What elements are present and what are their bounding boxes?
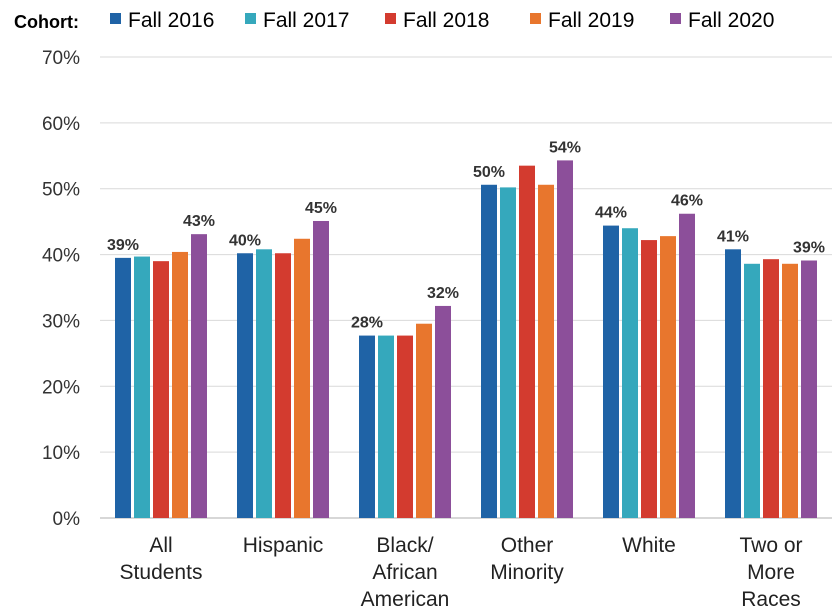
bar (641, 240, 657, 518)
y-tick-label: 60% (42, 114, 80, 135)
y-axis: 0% 10% 20% 30% 40% 50% 60% 70% (42, 48, 80, 530)
bar (603, 225, 619, 518)
bar (763, 259, 779, 518)
y-tick-label: 0% (53, 509, 81, 530)
y-tick-label: 10% (42, 443, 80, 464)
legend-label: Fall 2018 (403, 9, 489, 32)
data-label: 32% (427, 285, 459, 302)
bar (622, 228, 638, 518)
bar (557, 160, 573, 518)
bar (679, 213, 695, 519)
bar (744, 263, 760, 518)
bar (191, 234, 207, 519)
bar (172, 251, 188, 519)
bar (115, 257, 131, 518)
bar (134, 256, 150, 518)
legend-label: Fall 2020 (688, 9, 774, 32)
bar (435, 305, 451, 518)
data-label: 45% (305, 200, 337, 217)
legend-label: Fall 2017 (263, 9, 349, 32)
data-label: 50% (473, 164, 505, 181)
bar (660, 236, 676, 519)
data-label: 41% (717, 228, 749, 245)
bar (397, 335, 413, 518)
data-label: 44% (595, 205, 627, 222)
legend-swatch (670, 13, 681, 24)
legend-label: Fall 2019 (548, 9, 634, 32)
bars (115, 160, 817, 519)
x-tick-label: Other Minority (490, 534, 564, 584)
legend-swatch (245, 13, 256, 24)
bar (416, 323, 432, 518)
data-label: 54% (549, 139, 581, 156)
bar (275, 253, 291, 519)
gridlines (100, 56, 832, 519)
y-tick-label: 40% (42, 246, 80, 267)
y-tick-label: 30% (42, 311, 80, 332)
legend-swatch (385, 13, 396, 24)
bar (782, 263, 798, 518)
bar (500, 187, 516, 518)
data-label: 39% (107, 237, 139, 254)
x-tick-label: White (622, 534, 676, 557)
x-tick-label: Two or More Races (739, 534, 802, 611)
x-tick-label: Black/African American (361, 534, 450, 611)
bar (519, 165, 535, 518)
y-tick-label: 20% (42, 377, 80, 398)
bar (153, 261, 169, 518)
legend-swatch (110, 13, 121, 24)
bar (237, 253, 253, 519)
bar (294, 238, 310, 518)
data-label: 46% (671, 193, 703, 210)
bar (378, 335, 394, 518)
x-tick-label: Hispanic (243, 534, 324, 557)
bar (725, 249, 741, 518)
y-tick-label: 50% (42, 180, 80, 201)
x-tick-label: All Students (120, 534, 203, 584)
y-tick-label: 70% (42, 48, 80, 69)
bar (538, 184, 554, 518)
data-label: 28% (351, 315, 383, 332)
x-axis: All Students Hispanic Black/African American… (120, 534, 803, 611)
legend-title: Cohort: (14, 12, 79, 32)
data-label: 39% (793, 239, 825, 256)
bar (801, 260, 817, 518)
bar (256, 249, 272, 518)
legend-swatch (530, 13, 541, 24)
bar (481, 184, 497, 518)
data-label: 43% (183, 213, 215, 230)
bar (359, 335, 375, 518)
data-label: 40% (229, 232, 261, 249)
bar (313, 220, 329, 518)
data-labels: 39% 43% 40% 45% 28% 32% 50% 54% 44% 46% 41% 39% (107, 139, 825, 331)
legend-label: Fall 2016 (128, 9, 214, 32)
legend: Cohort: Fall 2016 Fall 2017 Fall 2018 Fall … (14, 9, 774, 32)
